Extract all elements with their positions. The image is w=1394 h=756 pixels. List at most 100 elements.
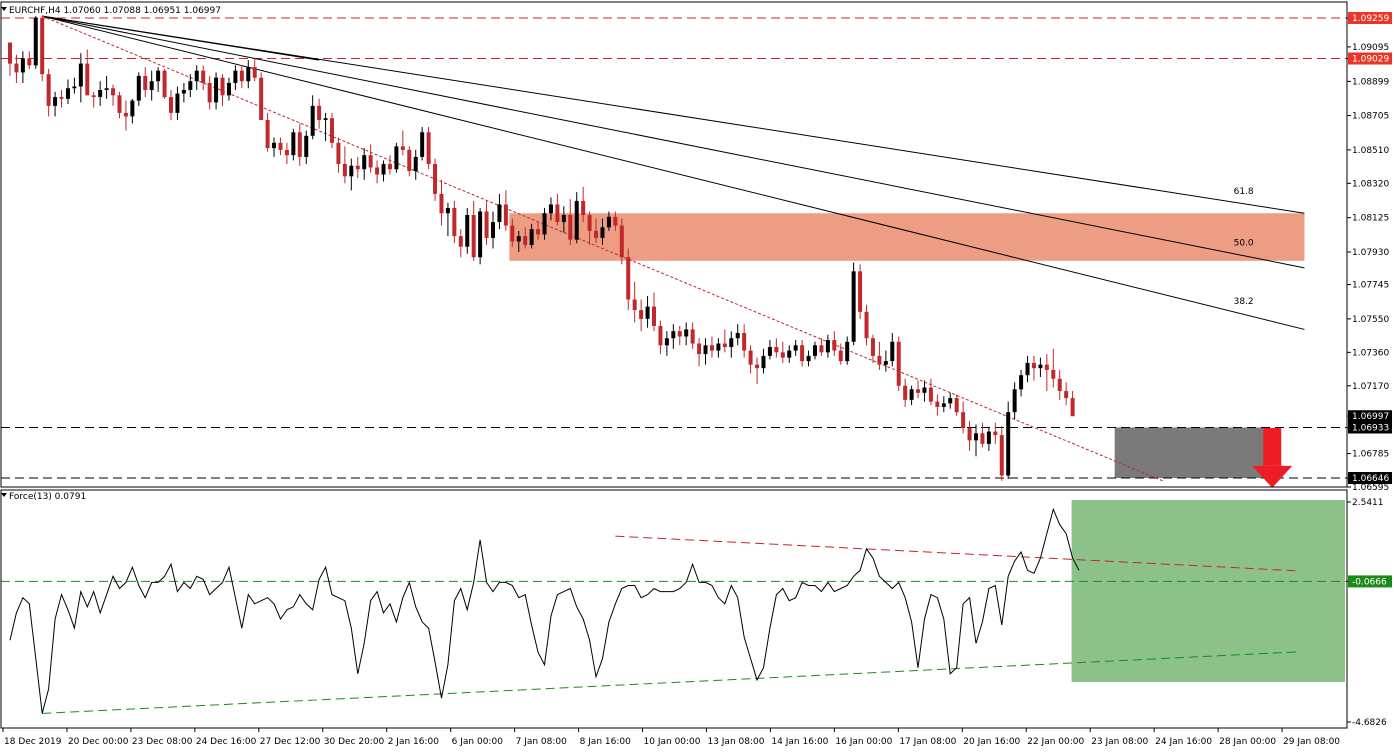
candle-body	[742, 332, 747, 351]
candle-body	[169, 97, 173, 113]
candle-body	[458, 236, 463, 247]
candle-body	[877, 355, 882, 365]
price-tag	[1348, 472, 1392, 485]
x-tick-label: 13 Jan 08:00	[707, 737, 764, 747]
candle-body	[658, 325, 663, 346]
candle-body	[935, 401, 940, 407]
force-collapse-triangle-icon[interactable]	[1, 493, 7, 497]
candle-body	[91, 95, 96, 98]
candle-body	[974, 433, 978, 441]
candle-body	[864, 311, 869, 339]
force-tick-label: -4.6826	[1352, 718, 1387, 728]
candle-body	[8, 42, 12, 64]
candle-body	[806, 355, 811, 362]
candle-body	[72, 86, 77, 89]
fib-fan-label-2: 38.2	[1234, 297, 1254, 307]
candle-body	[471, 215, 476, 258]
candle-body	[400, 146, 405, 150]
candle-body	[639, 310, 644, 319]
x-tick-label: 6 Jan 00:00	[452, 737, 504, 747]
candle-body	[1031, 362, 1036, 369]
candle-body	[858, 271, 863, 312]
x-tick-label: 27 Dec 12:00	[260, 737, 321, 747]
candle-body	[111, 88, 116, 96]
price-tick-label: 1.07360	[1352, 348, 1389, 358]
candle-body	[98, 90, 103, 98]
candle-body	[143, 75, 148, 91]
candle-body	[117, 95, 122, 113]
candle-body	[510, 225, 515, 242]
candle-body	[342, 163, 347, 177]
candle-body	[536, 229, 541, 235]
candle-body	[838, 350, 843, 362]
candle-body	[265, 119, 270, 149]
candle-body	[381, 163, 386, 175]
price-tick-label: 1.08510	[1352, 146, 1389, 156]
candle-body	[407, 149, 412, 172]
candle-body	[619, 225, 624, 258]
candle-body	[478, 211, 483, 258]
price-tick-label: 1.07550	[1352, 315, 1389, 325]
candle-body	[387, 163, 392, 170]
candle-body	[65, 88, 70, 99]
candle-body	[239, 70, 244, 82]
candle-body	[46, 74, 51, 106]
candle-body	[993, 431, 998, 436]
price-tick-label: 1.08899	[1352, 77, 1389, 87]
price-tag-label: 1.06646	[1352, 474, 1389, 484]
candle-body	[53, 97, 58, 106]
candle-body	[1019, 375, 1024, 390]
candle-body	[793, 345, 798, 351]
x-tick-label: 14 Jan 16:00	[771, 737, 828, 747]
candle-body	[632, 299, 637, 311]
price-panel: 61.8 50.0 38.2	[1, 15, 1347, 488]
x-tick-label: 28 Jan 00:00	[1219, 737, 1276, 747]
x-tick-label: 2 Jan 16:00	[388, 737, 440, 747]
candle-body	[1051, 369, 1056, 379]
force-panel	[1, 500, 1347, 714]
fib-fan-line-1	[42, 15, 1305, 269]
fan-extra-line-0	[42, 15, 320, 61]
candle-body	[986, 431, 991, 444]
price-tag-label: 1.09259	[1352, 14, 1389, 24]
candle-body	[652, 306, 656, 326]
candle-body	[14, 63, 19, 73]
candle-body	[130, 100, 135, 117]
candle-body	[136, 75, 141, 101]
collapse-triangle-icon[interactable]	[1, 7, 7, 11]
candle-body	[1025, 362, 1030, 376]
candle-body	[149, 81, 154, 91]
price-tag	[1348, 52, 1392, 65]
force-header: Force(13) 0.0791	[9, 492, 86, 502]
candle-body	[709, 345, 714, 351]
price-tick-label: 1.08705	[1352, 112, 1389, 122]
fib-fan-label-1: 50.0	[1234, 239, 1254, 249]
force-tag	[1348, 575, 1392, 588]
candle-body	[226, 82, 231, 96]
sell-arrow-shaft	[1263, 428, 1282, 466]
x-tick-label: 17 Jan 08:00	[899, 737, 956, 747]
candle-body	[928, 387, 933, 402]
x-tick-label: 23 Jan 08:00	[1091, 737, 1148, 747]
candle-body	[59, 97, 64, 99]
candle-body	[800, 345, 805, 362]
price-tick-label: 1.06785	[1352, 450, 1389, 460]
price-tick-label: 1.09095	[1352, 43, 1389, 53]
candle-body	[220, 77, 225, 96]
candle-body	[194, 70, 199, 82]
price-tag	[1348, 410, 1392, 423]
candle-body	[484, 211, 489, 238]
sell-arrow-head	[1252, 465, 1293, 488]
candle-body	[433, 163, 438, 194]
candle-body	[33, 17, 38, 66]
candle-body	[349, 165, 354, 177]
candle-body	[516, 236, 521, 242]
candle-body	[729, 338, 734, 348]
candle-body	[246, 67, 251, 82]
candle-body	[394, 146, 399, 170]
candle-body	[761, 355, 766, 369]
candle-body	[362, 155, 367, 170]
candle-body	[954, 398, 959, 413]
candle-body	[368, 155, 373, 168]
